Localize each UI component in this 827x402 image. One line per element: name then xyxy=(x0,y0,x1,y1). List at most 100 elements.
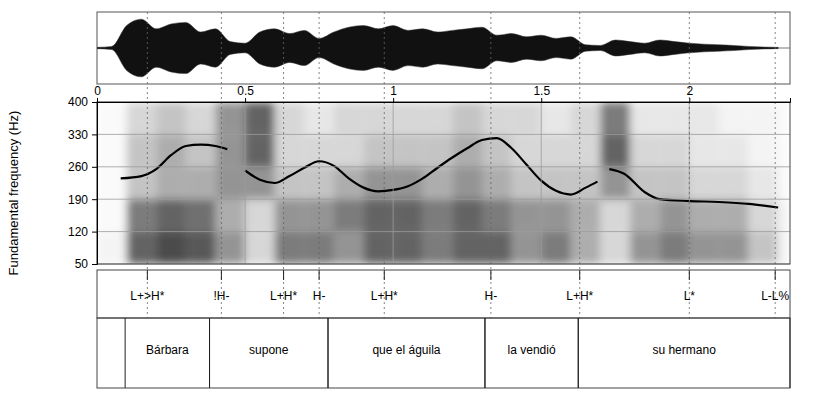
spectrogram-cell xyxy=(334,199,364,231)
spectrogram-cell xyxy=(452,199,482,231)
spectrogram-cell xyxy=(571,199,601,231)
spectrogram-cell xyxy=(541,232,571,264)
spectrogram-cell xyxy=(660,232,690,264)
spectrogram-cell xyxy=(689,232,719,264)
word-label: la vendió xyxy=(508,343,556,357)
spectrogram-cell xyxy=(97,102,127,134)
spectrogram-cell xyxy=(719,167,749,199)
spectrogram-cell xyxy=(393,134,423,166)
word-boundary xyxy=(209,318,210,388)
word-boundary xyxy=(484,318,485,388)
spectrogram-cell xyxy=(512,134,542,166)
spectrogram-cell xyxy=(482,167,512,199)
x-tick-mark xyxy=(245,98,246,102)
tone-tier-frame xyxy=(97,270,790,318)
spectrogram-cell xyxy=(275,232,305,264)
spectrogram-cell xyxy=(512,167,542,199)
spectrogram-cell xyxy=(97,232,127,264)
tone-label: !H- xyxy=(213,289,229,303)
y-tick-mark xyxy=(92,102,97,103)
spectrogram-cell xyxy=(541,102,571,134)
y-tick-mark xyxy=(92,232,97,233)
tone-point xyxy=(775,270,776,280)
spectrogram-cell xyxy=(600,102,630,134)
x-tick: 0 xyxy=(94,84,101,102)
x-axis-line xyxy=(98,98,791,103)
spectrogram-cell xyxy=(660,167,690,199)
tone-guide xyxy=(147,12,148,318)
spectrogram-cell xyxy=(275,134,305,166)
spectrogram-cell xyxy=(186,102,216,134)
spectrogram-cell xyxy=(512,102,542,134)
spectrogram-cell xyxy=(660,199,690,231)
spectrogram-cell xyxy=(630,232,660,264)
spectrogram-cell xyxy=(186,232,216,264)
tone-label: L* xyxy=(684,289,696,303)
tone-point xyxy=(689,270,690,280)
x-tick-mark xyxy=(393,98,394,102)
spectrogram-cell xyxy=(364,232,394,264)
grid xyxy=(97,102,790,264)
tone-point xyxy=(319,270,320,280)
spectrogram-cell xyxy=(186,167,216,199)
spectrogram-cell xyxy=(778,232,790,264)
spectrogram-cell xyxy=(749,167,779,199)
x-tick-mark xyxy=(97,98,98,102)
y-tick-label: 400 xyxy=(68,95,88,109)
spectrogram-cell xyxy=(541,199,571,231)
tone-guide xyxy=(490,12,491,318)
spectrogram-cell xyxy=(541,134,571,166)
y-tick-mark xyxy=(92,134,97,135)
spectrogram-cell xyxy=(215,232,245,264)
x-tick-label: 1.5 xyxy=(533,84,550,98)
x-grid-line xyxy=(245,102,246,264)
spectrogram-cell xyxy=(423,232,453,264)
spectrogram-cell xyxy=(571,232,601,264)
spectrogram-cell xyxy=(600,199,630,231)
spectrogram-cell xyxy=(156,134,186,166)
spectrogram-cell xyxy=(127,232,157,264)
spectrogram-cell xyxy=(778,134,790,166)
spectrogram-cell xyxy=(97,199,127,231)
waveform xyxy=(97,19,778,77)
tone-guide xyxy=(384,12,385,318)
word-boundary xyxy=(790,318,791,388)
y-tick: 330 xyxy=(68,128,97,142)
spectrogram-cell xyxy=(452,134,482,166)
y-tick-label: 260 xyxy=(68,160,88,174)
spectrogram-cell xyxy=(600,232,630,264)
x-tick-mark xyxy=(689,98,690,102)
tone-point xyxy=(147,270,148,280)
spectrogram-cell xyxy=(215,102,245,134)
spectrogram-cell xyxy=(364,167,394,199)
x-tick: 2 xyxy=(686,84,693,102)
spectrogram-cell xyxy=(749,102,779,134)
spectrogram-cell xyxy=(512,199,542,231)
spectrogram-cell xyxy=(364,199,394,231)
figure: 00.511.5250120190260330400Fundamental fr… xyxy=(0,0,827,402)
spectrogram-cell xyxy=(393,102,423,134)
word-tier-frame xyxy=(97,318,790,388)
y-tick-mark xyxy=(92,264,97,265)
spectrogram-cell xyxy=(452,167,482,199)
spectrogram-cell xyxy=(719,102,749,134)
spectrogram-cell xyxy=(186,199,216,231)
x-tick-label: 2 xyxy=(686,84,693,98)
y-tick-mark xyxy=(92,167,97,168)
spectrogram-cell xyxy=(364,134,394,166)
spectrogram-cell xyxy=(156,102,186,134)
x-tick: 1.5 xyxy=(533,84,550,102)
spectrogram-cell xyxy=(245,232,275,264)
tone-guide xyxy=(319,12,320,318)
tone-guide xyxy=(775,12,776,318)
spectrogram-cell xyxy=(245,199,275,231)
word-boundary xyxy=(578,318,579,388)
waveform-frame xyxy=(97,12,790,84)
spectrogram-cell xyxy=(186,134,216,166)
word-label: Bárbara xyxy=(146,343,189,357)
y-axis: 50120190260330400 xyxy=(68,95,98,271)
tone-guide xyxy=(221,12,222,318)
spectrogram-cell xyxy=(630,102,660,134)
tone-label: L+H* xyxy=(371,289,398,303)
x-grid-line xyxy=(541,102,542,264)
